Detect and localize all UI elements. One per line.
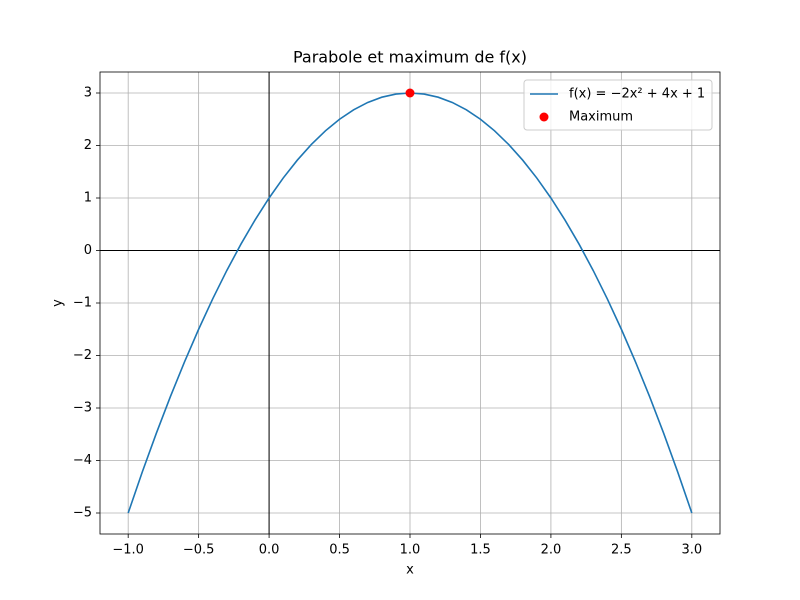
x-tick-label: 1.0 bbox=[400, 543, 421, 558]
x-axis-label: x bbox=[406, 563, 414, 578]
y-tick-label: 0 bbox=[84, 243, 92, 258]
legend-label: f(x) = −2x² + 4x + 1 bbox=[569, 87, 705, 102]
chart-title: Parabole et maximum de f(x) bbox=[293, 48, 527, 67]
legend-box bbox=[523, 79, 713, 131]
x-tick-label: 2.0 bbox=[541, 543, 562, 558]
y-tick-label: 3 bbox=[84, 86, 92, 101]
y-axis-label: y bbox=[51, 299, 66, 307]
y-tick-label: −5 bbox=[73, 506, 92, 521]
x-tick-label: −1.0 bbox=[112, 543, 144, 558]
x-tick-label: 1.5 bbox=[470, 543, 491, 558]
x-tick-label: 0.0 bbox=[259, 543, 280, 558]
y-tick-label: −2 bbox=[73, 348, 92, 363]
y-tick-label: 2 bbox=[84, 138, 92, 153]
x-tick-label: 2.5 bbox=[611, 543, 632, 558]
y-tick-label: −1 bbox=[73, 296, 92, 311]
x-tick-label: 3.0 bbox=[681, 543, 702, 558]
y-tick-label: −4 bbox=[73, 453, 92, 468]
x-tick-label: −0.5 bbox=[183, 543, 215, 558]
legend-label: Maximum bbox=[569, 110, 633, 125]
y-tick-label: 1 bbox=[84, 191, 92, 206]
legend-swatch bbox=[539, 112, 549, 122]
y-tick-label: −3 bbox=[73, 401, 92, 416]
x-tick-label: 0.5 bbox=[329, 543, 350, 558]
plot-frame bbox=[99, 71, 721, 535]
marker bbox=[405, 88, 415, 98]
